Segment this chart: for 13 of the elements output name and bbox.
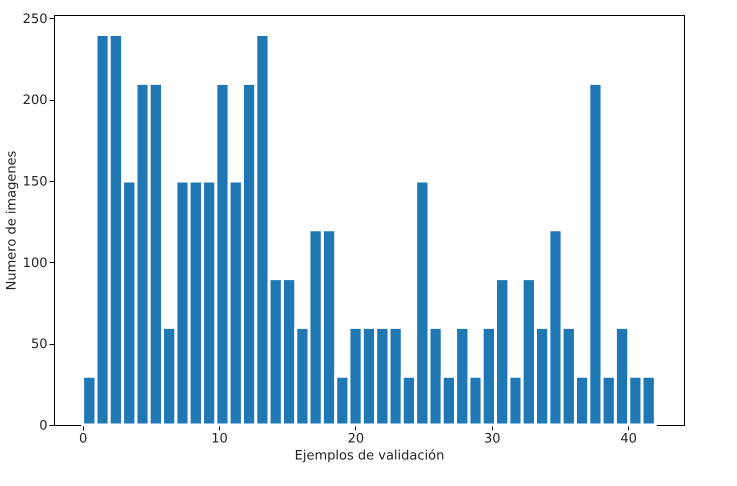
x-tick-label: 30 bbox=[484, 432, 500, 446]
y-tick-label: 0 bbox=[39, 418, 48, 434]
x-tick-label: 20 bbox=[348, 432, 364, 446]
x-axis-title: Ejemplos de validación bbox=[294, 448, 444, 464]
x-tick-label: 0 bbox=[78, 432, 88, 446]
y-tick-label: 50 bbox=[30, 337, 48, 352]
y-tick-label: 150 bbox=[22, 174, 48, 190]
y-axis-title: Numero de imagenes bbox=[4, 150, 20, 290]
x-tick-label: 40 bbox=[620, 432, 637, 446]
y-tick-label: 100 bbox=[22, 256, 48, 271]
y-tick-label: 250 bbox=[22, 12, 48, 27]
x-tick-label: 10 bbox=[211, 432, 228, 446]
y-tick-label: 200 bbox=[22, 93, 48, 108]
